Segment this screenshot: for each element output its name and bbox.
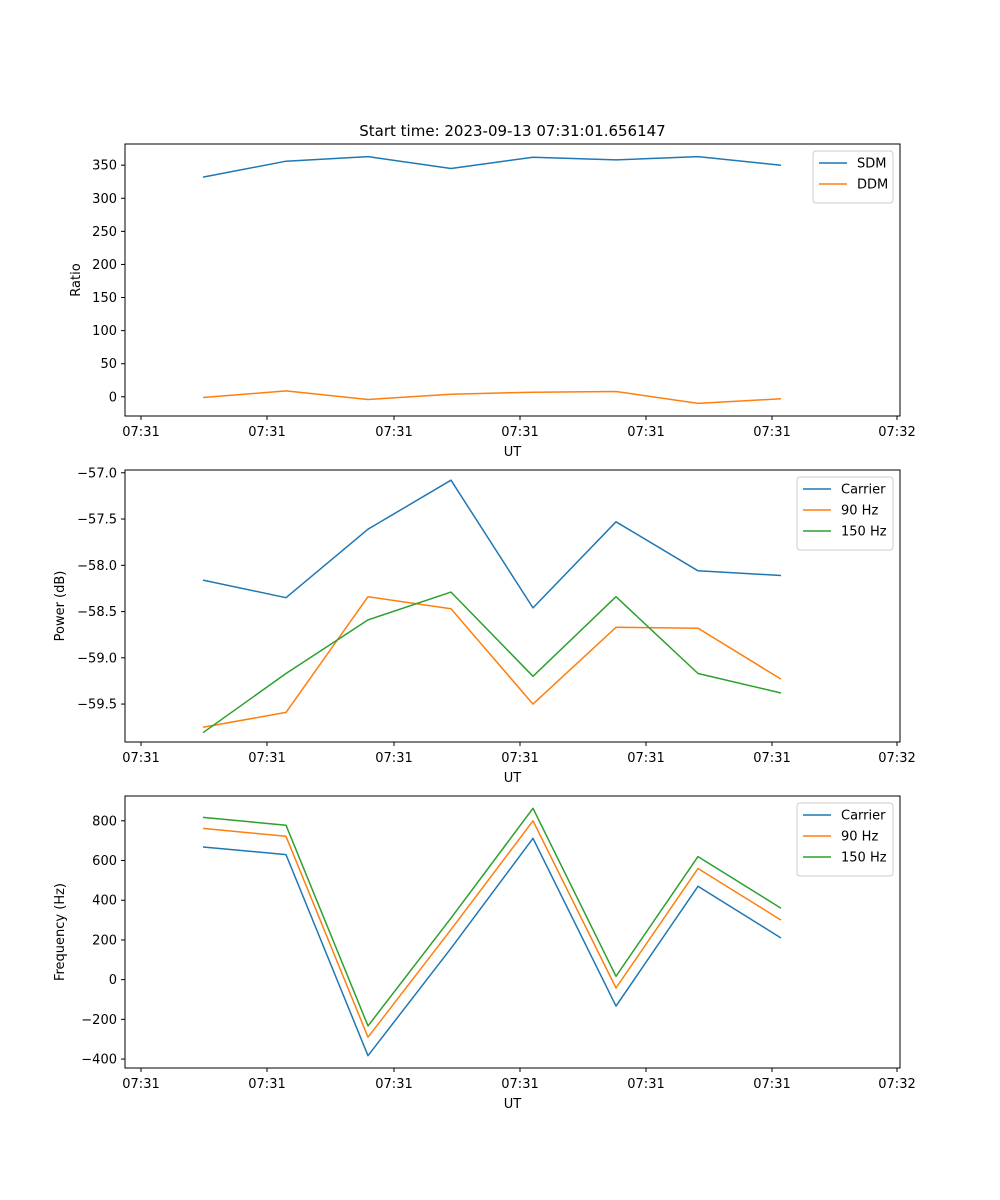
x-tick-label: 07:31 [122, 751, 159, 766]
x-tick-label: 07:31 [753, 751, 790, 766]
y-axis-label: Power (dB) [53, 571, 68, 642]
x-tick-label: 07:31 [248, 425, 285, 440]
y-tick-label: 350 [92, 159, 117, 174]
y-tick-label: 200 [92, 258, 117, 273]
x-tick-label: 07:31 [627, 425, 664, 440]
y-tick-label: 400 [92, 894, 117, 909]
y-tick-label: −57.5 [77, 513, 117, 528]
x-tick-label: 07:31 [627, 751, 664, 766]
y-tick-label: 150 [92, 291, 117, 306]
y-tick-label: 0 [109, 973, 117, 988]
x-tick-label: 07:32 [878, 1077, 915, 1092]
subplot-power: 07:31 07:31 07:31 07:31 07:31 07:31 07:32 UT −59… [53, 466, 916, 786]
series-line-carrier [202, 479, 782, 609]
subplot-ratio: 07:31 07:31 07:31 07:31 07:31 07:31 07:32 UT 0 50… [69, 143, 916, 460]
y-tick-label: −59.0 [77, 651, 117, 666]
x-tick-label: 07:32 [878, 751, 915, 766]
x-axis-label: UT [504, 445, 522, 460]
y-tick-label: −57.0 [77, 466, 117, 481]
series-line-150-hz [202, 807, 782, 1027]
x-tick-label: 07:31 [122, 425, 159, 440]
legend-label: 90 Hz [841, 504, 878, 519]
series-line-90-hz [202, 820, 782, 1038]
y-tick-label: 300 [92, 192, 117, 207]
x-tick-label: 07:31 [375, 1077, 412, 1092]
legend-label: DDM [857, 178, 888, 193]
series-line-sdm [202, 155, 782, 178]
x-tick-label: 07:31 [627, 1077, 664, 1092]
x-tick-label: 07:31 [122, 1077, 159, 1092]
x-tick-label: 07:31 [753, 425, 790, 440]
y-tick-label: −58.0 [77, 559, 117, 574]
y-tick-label: 200 [92, 933, 117, 948]
y-axis-label: Ratio [69, 263, 84, 296]
x-tick-label: 07:31 [753, 1077, 790, 1092]
legend-label: 150 Hz [841, 525, 887, 540]
x-tick-label: 07:31 [248, 1077, 285, 1092]
subplot-frequency: 07:31 07:31 07:31 07:31 07:31 07:31 07:32 UT −40… [53, 795, 916, 1112]
legend [812, 150, 894, 204]
series-line-ddm [202, 390, 782, 405]
legend-label: Carrier [841, 809, 886, 824]
x-tick-label: 07:31 [501, 425, 538, 440]
y-tick-label: 100 [92, 324, 117, 339]
x-tick-label: 07:31 [501, 1077, 538, 1092]
y-axis-label: Frequency (Hz) [53, 883, 68, 981]
y-tick-label: 0 [109, 390, 117, 405]
x-axis-label: UT [504, 771, 522, 786]
y-tick-label: 600 [92, 854, 117, 869]
y-tick-label: 50 [100, 357, 117, 372]
y-tick-label: 800 [92, 814, 117, 829]
legend-label: 90 Hz [841, 830, 878, 845]
y-tick-label: −200 [81, 1013, 117, 1028]
legend-label: Carrier [841, 483, 886, 498]
x-tick-label: 07:31 [375, 425, 412, 440]
figure-title: Start time: 2023-09-13 07:31:01.656147 [359, 122, 665, 140]
axes-frame [124, 795, 901, 1069]
series-line-150-hz [202, 591, 782, 734]
x-tick-label: 07:31 [501, 751, 538, 766]
x-tick-label: 07:31 [248, 751, 285, 766]
series-line-carrier [202, 837, 782, 1057]
y-tick-label: −400 [81, 1053, 117, 1068]
x-tick-label: 07:32 [878, 425, 915, 440]
axes-frame [124, 143, 901, 417]
y-tick-label: −59.5 [77, 698, 117, 713]
y-tick-label: 250 [92, 225, 117, 240]
y-tick-label: −58.5 [77, 605, 117, 620]
axes-frame [124, 469, 901, 743]
series-line-90-hz [202, 595, 782, 728]
x-axis-label: UT [504, 1097, 522, 1112]
x-tick-label: 07:31 [375, 751, 412, 766]
legend-label: 150 Hz [841, 851, 887, 866]
legend-label: SDM [857, 157, 886, 172]
